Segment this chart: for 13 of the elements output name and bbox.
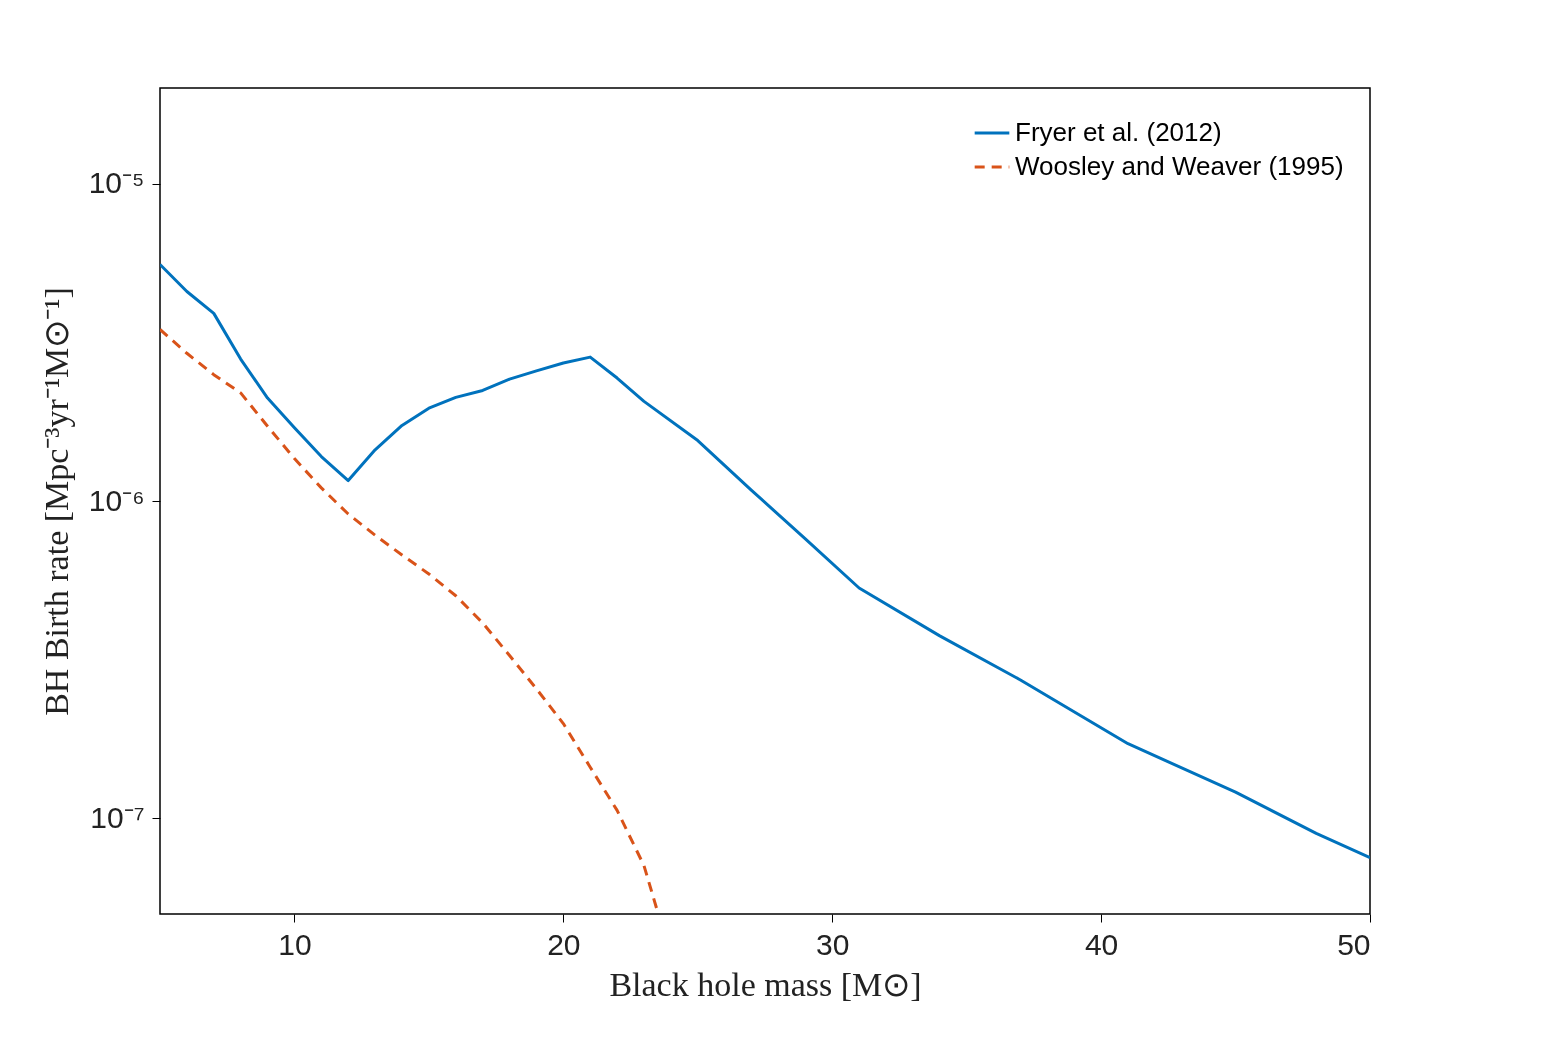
- y-axis-title: BH Birth rate [Mpc⁻³yr⁻¹M⊙⁻¹]: [37, 287, 75, 716]
- x-tick-label: 20: [547, 927, 581, 961]
- legend-label: Fryer et al. (2012): [1015, 117, 1222, 147]
- x-tick-label: 10: [278, 927, 312, 961]
- x-tick-label: 50: [1337, 927, 1371, 961]
- y-tick-label: 10⁻⁶: [88, 483, 145, 517]
- y-tick-label: 10⁻⁵: [88, 166, 145, 200]
- line-series: [160, 262, 1370, 860]
- legend-label: Woosley and Weaver (1995): [1015, 151, 1344, 181]
- x-tick-label: 30: [816, 927, 850, 961]
- y-tick-label: 10⁻⁷: [90, 800, 145, 834]
- x-axis-title: Black hole mass [M⊙]: [609, 965, 922, 1003]
- x-tick-label: 40: [1084, 927, 1119, 961]
